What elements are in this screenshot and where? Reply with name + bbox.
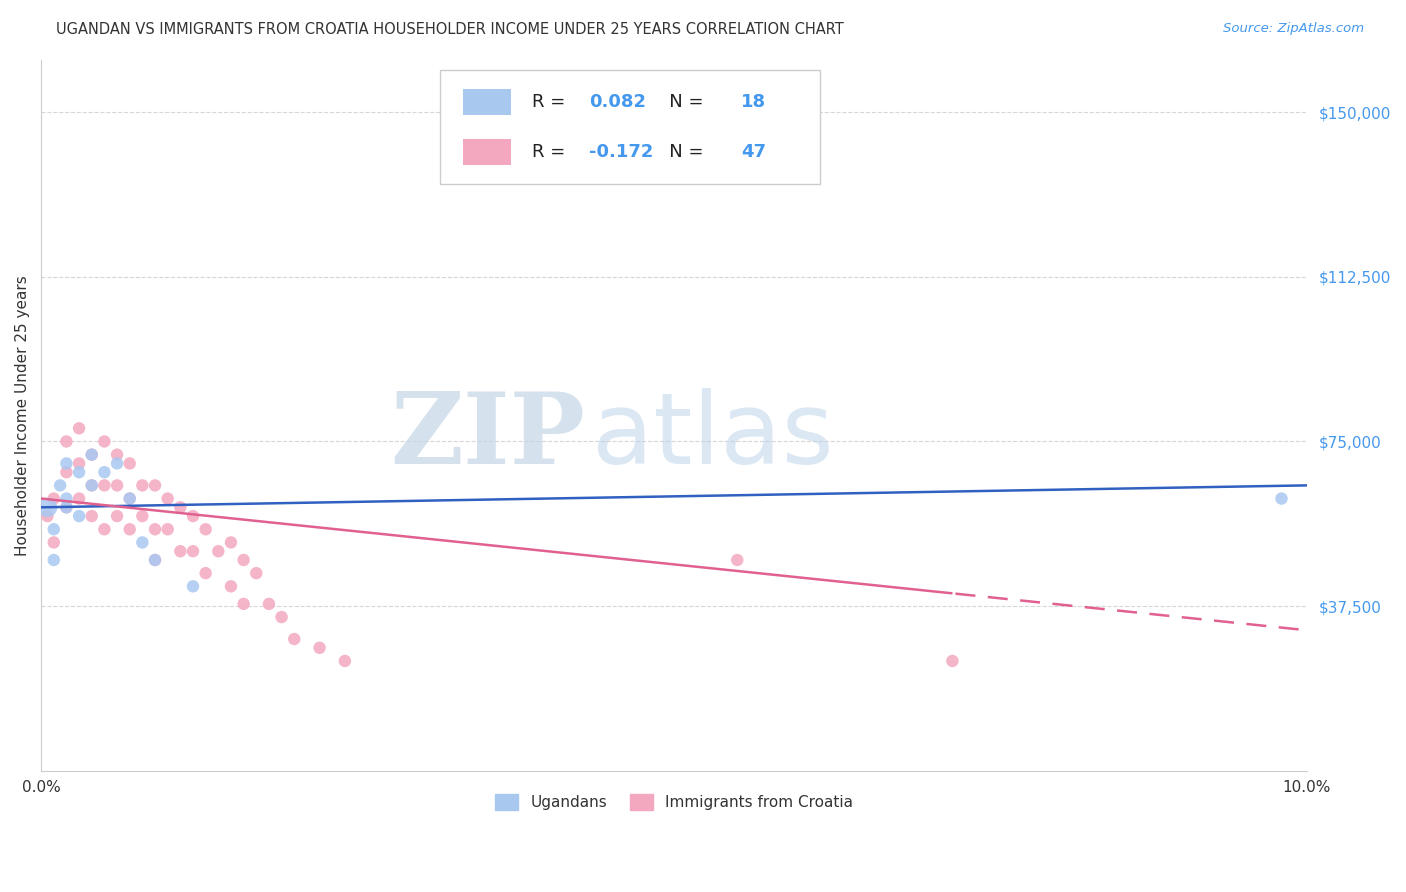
Point xyxy=(55,491,77,506)
Point xyxy=(55,457,77,471)
Point xyxy=(308,640,330,655)
Text: Source: ZipAtlas.com: Source: ZipAtlas.com xyxy=(1223,22,1364,36)
Point xyxy=(283,632,305,646)
Point xyxy=(725,553,748,567)
Point xyxy=(169,500,191,515)
Point xyxy=(156,522,179,536)
Point xyxy=(93,465,115,479)
Point xyxy=(219,579,242,593)
Point xyxy=(181,579,204,593)
Point xyxy=(232,597,254,611)
Text: N =: N = xyxy=(652,143,710,161)
Point xyxy=(93,522,115,536)
Point xyxy=(93,478,115,492)
Point xyxy=(105,478,128,492)
Point xyxy=(181,544,204,558)
Point xyxy=(118,491,141,506)
Point xyxy=(143,553,166,567)
Point xyxy=(169,544,191,558)
Point xyxy=(55,500,77,515)
Text: ZIP: ZIP xyxy=(391,388,585,485)
Text: atlas: atlas xyxy=(592,388,834,485)
Point xyxy=(941,654,963,668)
Point xyxy=(232,553,254,567)
Text: -0.172: -0.172 xyxy=(589,143,654,161)
Point xyxy=(80,448,103,462)
Point xyxy=(194,566,217,581)
Point xyxy=(257,597,280,611)
Point xyxy=(42,522,65,536)
Point xyxy=(1270,491,1292,506)
Point xyxy=(333,654,356,668)
Point xyxy=(80,478,103,492)
Point xyxy=(105,448,128,462)
Point xyxy=(55,434,77,449)
Point xyxy=(143,553,166,567)
FancyBboxPatch shape xyxy=(440,70,820,184)
Point xyxy=(118,491,141,506)
Point xyxy=(93,434,115,449)
Text: 47: 47 xyxy=(741,143,766,161)
Point xyxy=(67,465,90,479)
Y-axis label: Householder Income Under 25 years: Householder Income Under 25 years xyxy=(15,275,30,556)
Text: R =: R = xyxy=(533,143,571,161)
FancyBboxPatch shape xyxy=(463,89,510,115)
Point xyxy=(118,522,141,536)
Point xyxy=(67,421,90,435)
Point xyxy=(80,478,103,492)
Point xyxy=(207,544,229,558)
Point xyxy=(181,509,204,524)
Point xyxy=(80,448,103,462)
Point xyxy=(67,509,90,524)
FancyBboxPatch shape xyxy=(463,139,510,165)
Point xyxy=(55,500,77,515)
Legend: Ugandans, Immigrants from Croatia: Ugandans, Immigrants from Croatia xyxy=(489,789,859,816)
Text: UGANDAN VS IMMIGRANTS FROM CROATIA HOUSEHOLDER INCOME UNDER 25 YEARS CORRELATION: UGANDAN VS IMMIGRANTS FROM CROATIA HOUSE… xyxy=(56,22,844,37)
Point xyxy=(194,522,217,536)
Point xyxy=(105,457,128,471)
Text: R =: R = xyxy=(533,94,571,112)
Point xyxy=(270,610,292,624)
Point xyxy=(49,478,72,492)
Point xyxy=(131,478,153,492)
Text: N =: N = xyxy=(652,94,710,112)
Point xyxy=(37,500,59,515)
Point xyxy=(105,509,128,524)
Text: 0.082: 0.082 xyxy=(589,94,647,112)
Text: 18: 18 xyxy=(741,94,766,112)
Point xyxy=(143,478,166,492)
Point xyxy=(67,491,90,506)
Point xyxy=(143,522,166,536)
Point xyxy=(37,509,59,524)
Point xyxy=(131,509,153,524)
Point xyxy=(42,491,65,506)
Point xyxy=(118,457,141,471)
Point xyxy=(80,509,103,524)
Point xyxy=(67,457,90,471)
Point xyxy=(55,465,77,479)
Point xyxy=(156,491,179,506)
Point xyxy=(219,535,242,549)
Point xyxy=(42,535,65,549)
Point xyxy=(131,535,153,549)
Point xyxy=(245,566,267,581)
Point xyxy=(42,553,65,567)
